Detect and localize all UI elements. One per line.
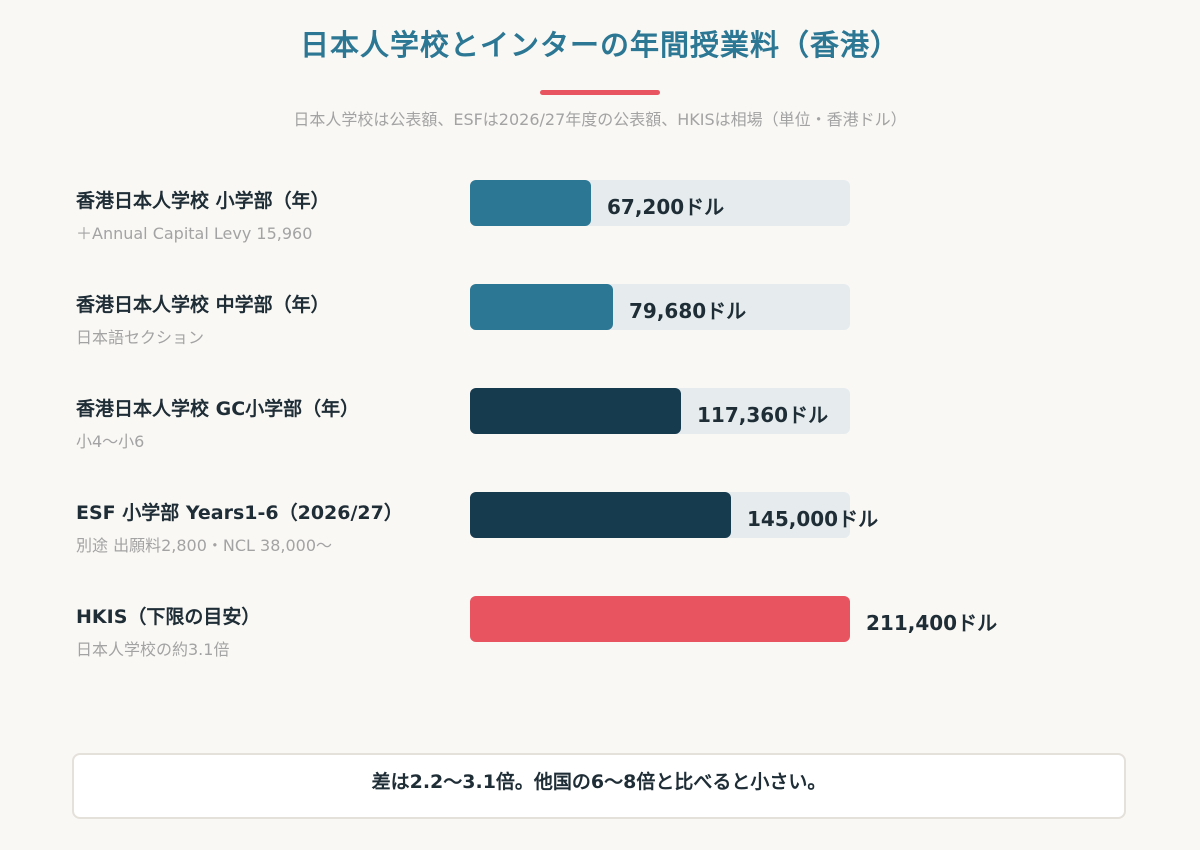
category-note: 別途 出願料2,800・NCL 38,000〜	[76, 536, 333, 555]
bar-row: 香港日本人学校 GC小学部（年） 小4〜小6 117,360ドル	[0, 388, 1200, 468]
category-label: 香港日本人学校 GC小学部（年）	[76, 398, 360, 420]
bar-row: 香港日本人学校 中学部（年） 日本語セクション 79,680ドル	[0, 284, 1200, 364]
bar	[470, 284, 613, 330]
summary-box: 差は2.2〜3.1倍。他国の6〜8倍と比べると小さい。	[72, 753, 1126, 819]
category-label: 香港日本人学校 小学部（年）	[76, 190, 330, 212]
category-note: ＋Annual Capital Levy 15,960	[76, 224, 313, 243]
category-label: HKIS（下限の目安）	[76, 606, 261, 628]
bar-value-label: 145,000ドル	[747, 507, 879, 531]
category-note: 小4〜小6	[76, 432, 145, 451]
category-note: 日本語セクション	[76, 328, 205, 347]
bar	[470, 596, 850, 642]
bar-row: ESF 小学部 Years1-6（2026/27） 別途 出願料2,800・NCL…	[0, 492, 1200, 572]
bar-value-label: 211,400ドル	[866, 611, 998, 635]
title-underline	[540, 90, 660, 95]
summary-text: 差は2.2〜3.1倍。他国の6〜8倍と比べると小さい。	[371, 771, 827, 793]
page-title: 日本人学校とインターの年間授業料（香港）	[299, 28, 900, 62]
bar-value-label: 117,360ドル	[697, 403, 829, 427]
bar	[470, 492, 731, 538]
bar-row: HKIS（下限の目安） 日本人学校の約3.1倍 211,400ドル	[0, 596, 1200, 676]
bar	[470, 180, 591, 226]
category-note: 日本人学校の約3.1倍	[76, 640, 230, 659]
category-label: ESF 小学部 Years1-6（2026/27）	[76, 502, 403, 524]
bar-value-label: 79,680ドル	[629, 299, 747, 323]
page-subtitle: 日本人学校は公表額、ESFは2026/27年度の公表額、HKISは相場（単位・香…	[293, 110, 907, 129]
bar-value-label: 67,200ドル	[607, 195, 725, 219]
category-label: 香港日本人学校 中学部（年）	[76, 294, 330, 316]
bar	[470, 388, 681, 434]
bar-row: 香港日本人学校 小学部（年） ＋Annual Capital Levy 15,96…	[0, 180, 1200, 260]
